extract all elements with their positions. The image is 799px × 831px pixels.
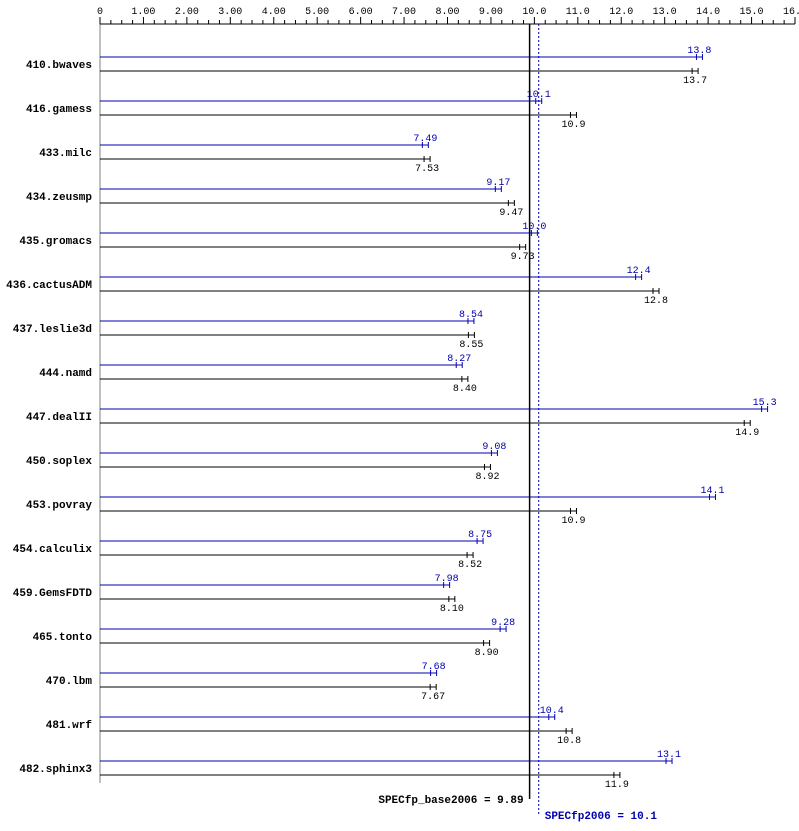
value-label-peak: 8.75 — [468, 530, 492, 541]
value-label-peak: 8.54 — [459, 310, 483, 321]
value-label-base: 10.9 — [561, 516, 585, 527]
value-label-base: 7.53 — [415, 164, 439, 175]
x-tick-label: 8.00 — [435, 7, 459, 18]
value-label-peak: 7.98 — [435, 574, 459, 585]
value-label-peak: 9.17 — [486, 178, 510, 189]
value-label-peak: 14.1 — [700, 486, 724, 497]
x-tick-label: 4.00 — [262, 7, 286, 18]
spec-chart-svg: 0 1.00 2.00 3.00 4.00 5.00 6.00 7.00 8.00 9.00 10.… — [0, 0, 799, 831]
benchmark-label: 444.namd — [39, 368, 92, 380]
value-label-base: 13.7 — [683, 76, 707, 87]
value-label-base: 10.9 — [561, 120, 585, 131]
benchmark-label: 454.calculix — [13, 544, 93, 556]
benchmark-label: 436.cactusADM — [6, 280, 92, 292]
benchmark-label: 470.lbm — [46, 676, 93, 688]
x-tick-label: 16.0 — [783, 7, 799, 18]
x-tick-label: 9.00 — [479, 7, 503, 18]
value-label-base: 9.47 — [499, 208, 523, 219]
x-tick-label: 15.0 — [740, 7, 764, 18]
benchmark-label: 450.soplex — [26, 456, 92, 468]
x-tick-label: 10.0 — [522, 7, 546, 18]
value-label-base: 8.92 — [475, 472, 499, 483]
value-label-peak: 13.8 — [687, 46, 711, 57]
value-label-peak: 7.49 — [413, 134, 437, 145]
value-label-peak: 10.0 — [522, 222, 546, 233]
value-label-peak: 9.08 — [482, 442, 506, 453]
benchmark-label: 416.gamess — [26, 104, 92, 116]
x-tick-label: 14.0 — [696, 7, 720, 18]
value-label-base: 8.90 — [475, 648, 499, 659]
x-tick-label: 6.00 — [349, 7, 373, 18]
value-label-base: 8.52 — [458, 560, 482, 571]
x-tick-label: 0 — [97, 7, 103, 18]
value-label-peak: 13.1 — [657, 750, 681, 761]
value-label-peak: 7.68 — [422, 662, 446, 673]
value-label-base: 12.8 — [644, 296, 668, 307]
benchmark-label: 482.sphinx3 — [19, 764, 92, 776]
spec-chart: 0 1.00 2.00 3.00 4.00 5.00 6.00 7.00 8.00 9.00 10.… — [0, 0, 799, 831]
benchmark-label: 437.leslie3d — [13, 324, 92, 336]
benchmark-label: 465.tonto — [33, 632, 93, 644]
x-tick-label: 13.0 — [653, 7, 677, 18]
benchmark-label: 481.wrf — [46, 720, 93, 732]
x-tick-label: 12.0 — [609, 7, 633, 18]
value-label-base: 8.40 — [453, 384, 477, 395]
value-label-peak: 15.3 — [753, 398, 777, 409]
value-label-base: 11.9 — [605, 780, 629, 791]
value-label-peak: 10.4 — [540, 706, 564, 717]
value-label-peak: 12.4 — [627, 266, 651, 277]
x-tick-label: 2.00 — [175, 7, 199, 18]
x-tick-label: 7.00 — [392, 7, 416, 18]
value-label-base: 10.8 — [557, 736, 581, 747]
x-tick-label: 11.0 — [566, 7, 590, 18]
summary-peak: SPECfp2006 = 10.1 — [545, 811, 658, 823]
benchmark-label: 434.zeusmp — [26, 192, 92, 204]
value-label-peak: 9.28 — [491, 618, 515, 629]
value-label-base: 14.9 — [735, 428, 759, 439]
x-tick-label: 5.00 — [305, 7, 329, 18]
benchmark-label: 435.gromacs — [19, 236, 92, 248]
benchmark-label: 459.GemsFDTD — [13, 588, 93, 600]
x-tick-label: 3.00 — [218, 7, 242, 18]
value-label-base: 8.55 — [459, 340, 483, 351]
benchmark-label: 433.milc — [39, 148, 92, 160]
benchmark-label: 453.povray — [26, 500, 92, 512]
value-label-peak: 8.27 — [447, 354, 471, 365]
summary-base: SPECfp_base2006 = 9.89 — [378, 795, 523, 807]
value-label-base: 8.10 — [440, 604, 464, 615]
x-tick-label: 1.00 — [131, 7, 155, 18]
value-label-base: 9.73 — [511, 252, 535, 263]
benchmark-label: 410.bwaves — [26, 60, 92, 72]
benchmark-label: 447.dealII — [26, 412, 92, 424]
value-label-base: 7.67 — [421, 692, 445, 703]
